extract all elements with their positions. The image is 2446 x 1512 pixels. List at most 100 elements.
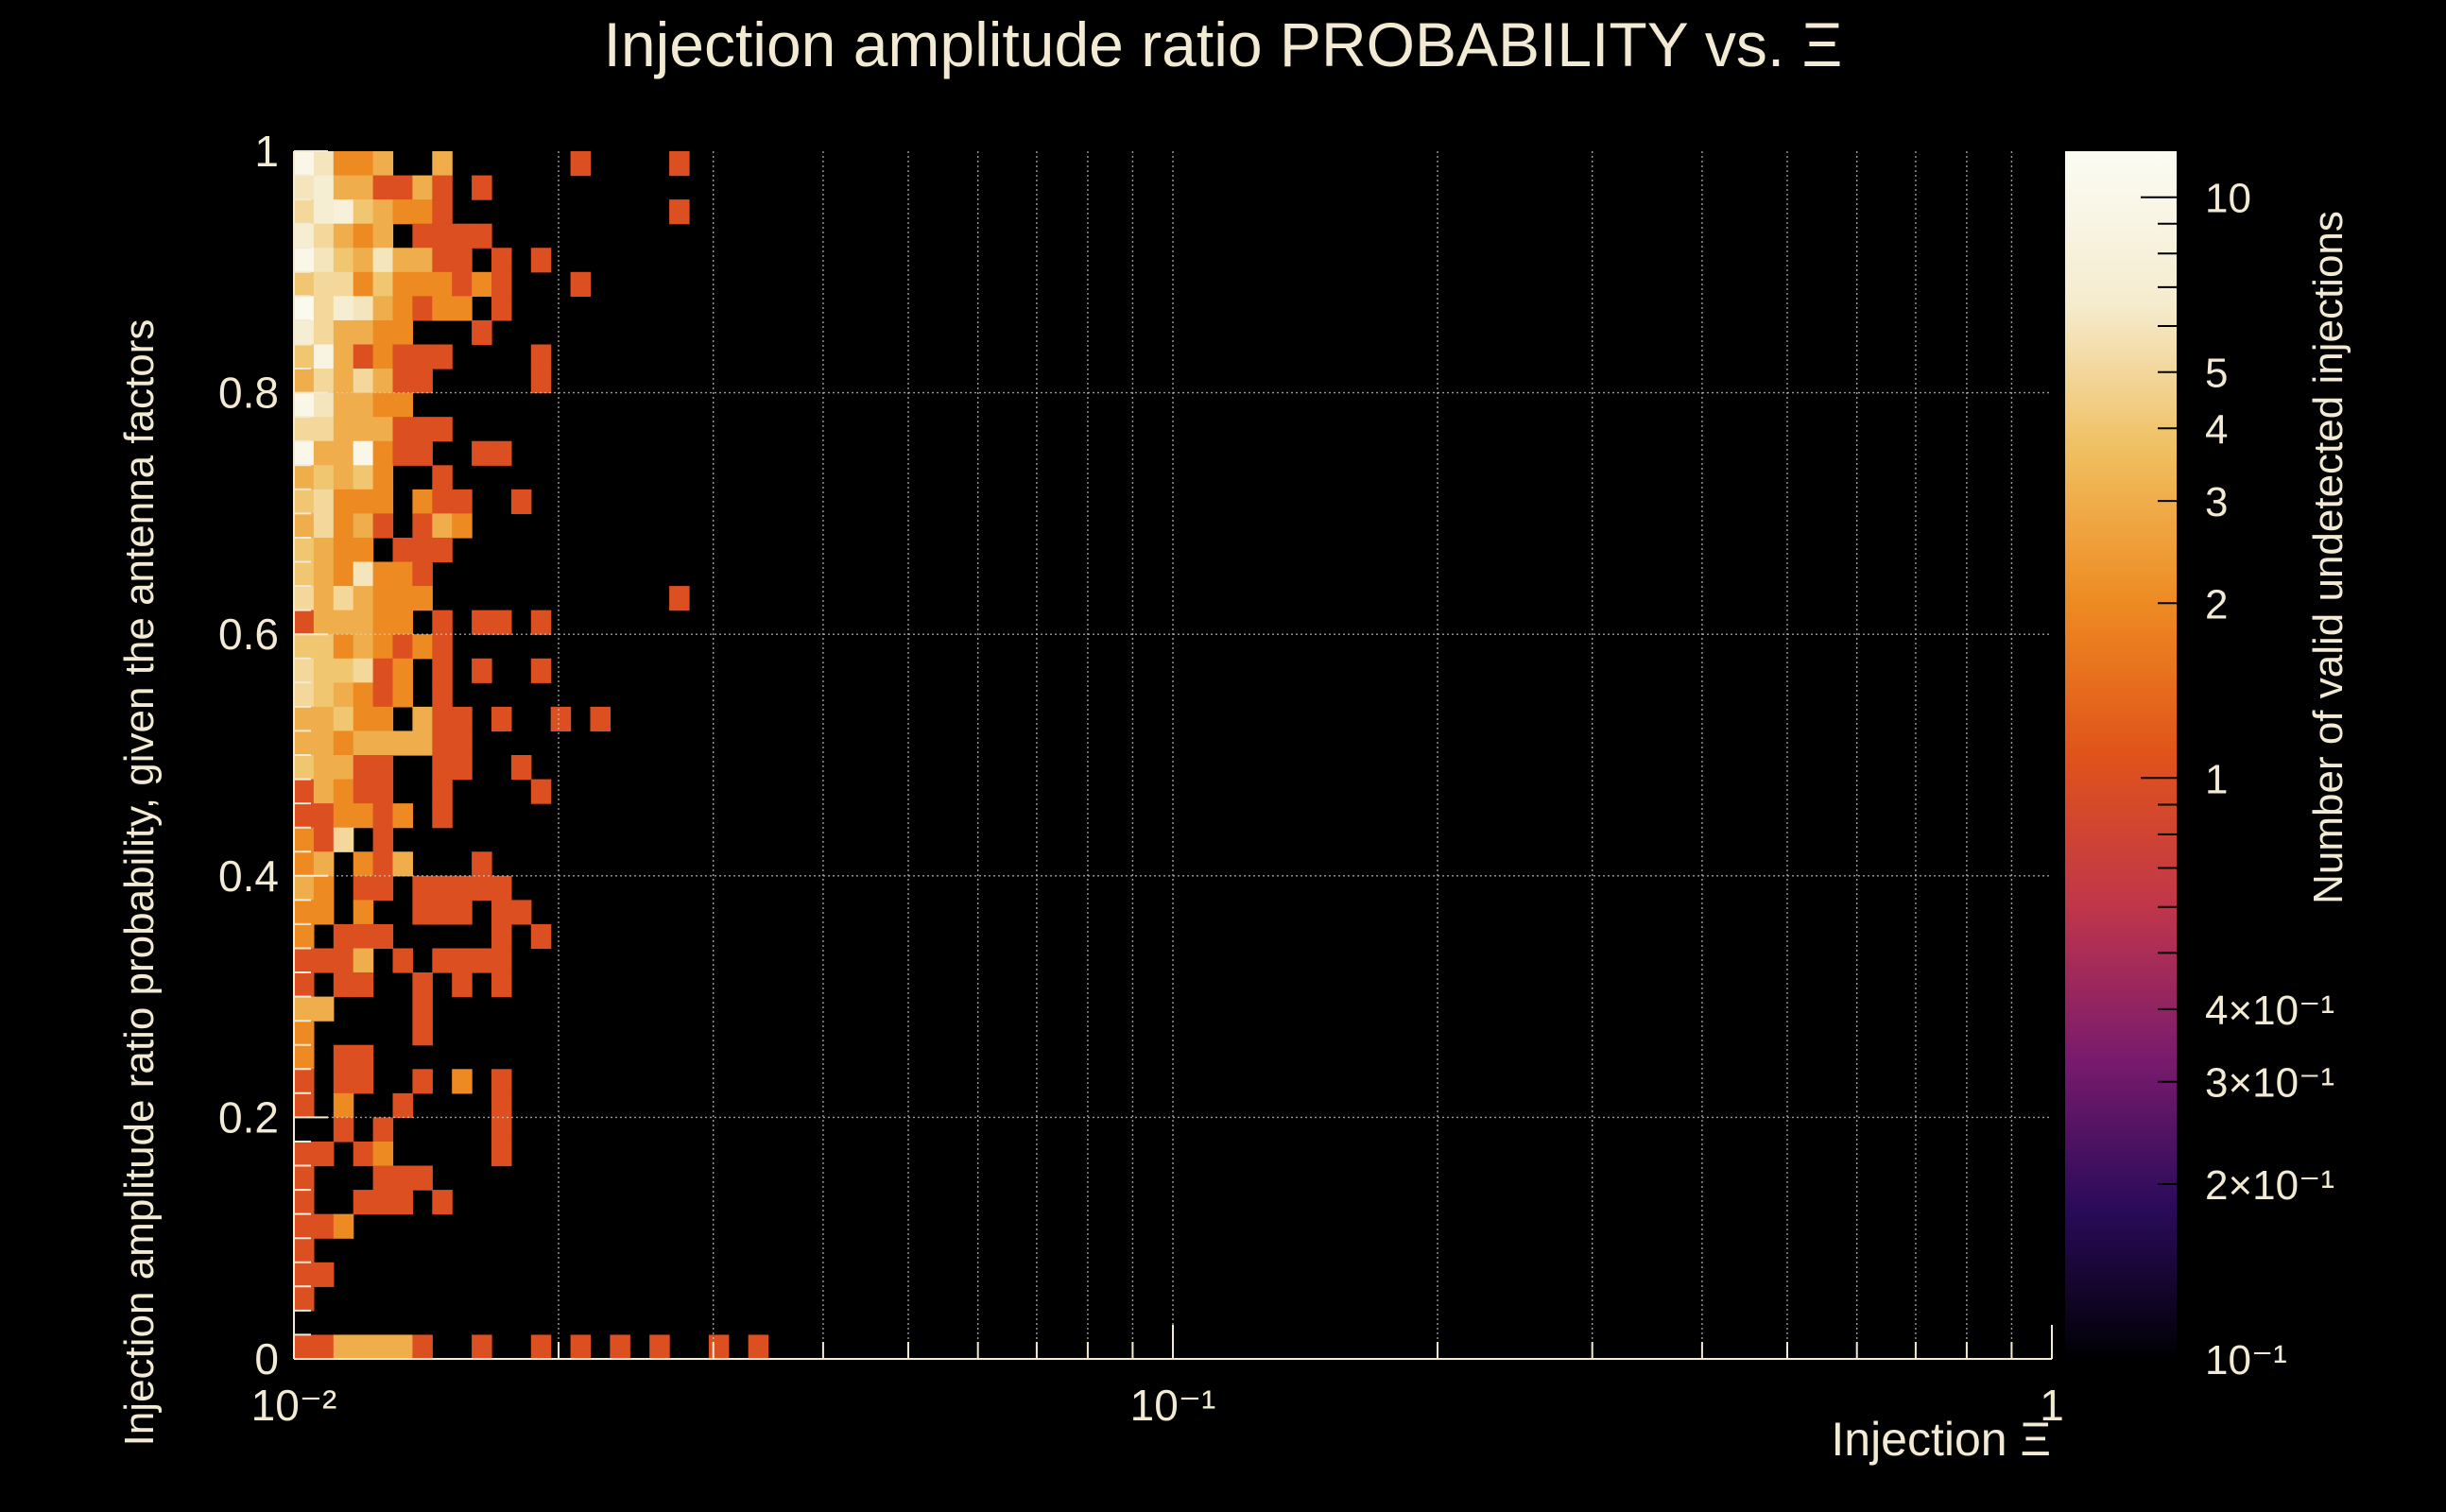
heatmap-cell xyxy=(452,248,473,273)
heatmap-cell xyxy=(412,248,433,273)
y-tick-label: 0.8 xyxy=(218,369,279,418)
heatmap-cell xyxy=(353,248,374,273)
heatmap-cell xyxy=(333,1334,354,1360)
heatmap-cell xyxy=(610,1334,630,1360)
heatmap-cell xyxy=(392,730,413,756)
heatmap-cell xyxy=(392,537,413,563)
heatmap-cell xyxy=(353,199,374,225)
heatmap-cell xyxy=(353,1141,374,1167)
heatmap-cell xyxy=(333,271,354,297)
heatmap-cell xyxy=(372,417,394,442)
heatmap-cell xyxy=(491,1117,512,1143)
y-tick-label: 1 xyxy=(254,127,279,176)
heatmap-cell xyxy=(452,271,473,297)
heatmap-cell xyxy=(412,175,433,200)
x-tick-label: 10⁻² xyxy=(251,1381,337,1430)
axes: 10⁻² 10⁻¹ 1 0 0.2 0.4 0.6 0.8 1 xyxy=(218,127,2064,1430)
colorbar-tick-label: 4×10⁻¹ xyxy=(2205,988,2334,1034)
heatmap-cell xyxy=(570,151,592,177)
heatmap-cell xyxy=(333,803,354,829)
heatmap-cell xyxy=(294,248,315,273)
heatmap-cell xyxy=(333,923,354,950)
heatmap-cell xyxy=(412,900,433,925)
heatmap-cell xyxy=(392,586,413,611)
heatmap-cell xyxy=(412,561,433,587)
heatmap-cell xyxy=(530,248,552,273)
heatmap-cell xyxy=(452,223,473,249)
colorbar-tick-label: 3×10⁻¹ xyxy=(2205,1060,2334,1107)
heatmap-cell xyxy=(412,489,433,514)
heatmap-cell xyxy=(333,513,354,539)
colorbar-tick-label: 4 xyxy=(2205,406,2228,453)
heatmap-cell xyxy=(313,199,335,225)
heatmap-cell xyxy=(353,1069,374,1094)
heatmap-cell xyxy=(372,634,394,660)
heatmap-cell xyxy=(412,875,433,901)
heatmap-cell xyxy=(313,875,335,901)
heatmap-cell xyxy=(392,1092,413,1118)
heatmap-cell xyxy=(294,199,315,225)
heatmap-cell xyxy=(294,175,315,200)
heatmap-cell xyxy=(313,392,335,418)
heatmap-cell xyxy=(372,271,394,297)
heatmap-cell xyxy=(372,803,394,829)
heatmap-cell xyxy=(491,948,512,973)
heatmap-cell xyxy=(313,223,335,249)
heatmap-cell xyxy=(372,513,394,539)
heatmap-cell xyxy=(294,972,315,998)
heatmap-cell xyxy=(313,465,335,490)
heatmap-cell xyxy=(432,1190,453,1215)
heatmap-cell xyxy=(294,900,315,925)
heatmap-cell xyxy=(294,440,315,466)
heatmap-cell xyxy=(452,706,473,732)
heatmap-cell xyxy=(412,369,433,394)
heatmap-cell xyxy=(432,682,453,708)
heatmap-cell xyxy=(452,755,473,781)
heatmap-cell xyxy=(333,706,354,732)
heatmap-cell xyxy=(333,1044,354,1070)
heatmap-cell xyxy=(472,851,492,877)
heatmap-cell xyxy=(294,730,315,756)
x-tick-label: 10⁻¹ xyxy=(1130,1381,1216,1430)
heatmap-cell xyxy=(748,1334,769,1360)
heatmap-cell xyxy=(372,344,394,369)
heatmap-cell xyxy=(333,296,354,321)
grid-lines xyxy=(294,151,2052,1359)
heatmap-cell xyxy=(432,344,453,369)
heatmap-cell xyxy=(392,610,413,635)
heatmap-cell xyxy=(294,803,315,829)
heatmap-cell xyxy=(353,755,374,781)
heatmap-cell xyxy=(353,730,374,756)
colorbar-tick-label: 10 xyxy=(2205,176,2251,222)
heatmap-cell xyxy=(491,900,512,925)
heatmap-cell xyxy=(333,586,354,611)
heatmap-cell xyxy=(294,392,315,418)
heatmap-cell xyxy=(313,175,335,200)
heatmap-cell xyxy=(708,1334,730,1360)
colorbar-tick-label: 2×10⁻¹ xyxy=(2205,1162,2334,1209)
heatmap-cell xyxy=(372,1141,394,1167)
heatmap-cell xyxy=(333,779,354,804)
heatmap-cell xyxy=(412,706,433,732)
heatmap-cell xyxy=(432,537,453,563)
heatmap-cell xyxy=(491,610,512,635)
heatmap-cell xyxy=(294,561,315,587)
heatmap-cell xyxy=(372,827,394,852)
heatmap-cell xyxy=(313,682,335,708)
heatmap-cell xyxy=(353,417,374,442)
heatmap-cell xyxy=(313,537,335,563)
heatmap-cell xyxy=(353,972,374,998)
heatmap-cell xyxy=(313,151,335,177)
heatmap-cell xyxy=(372,175,394,200)
heatmap-cell xyxy=(372,296,394,321)
heatmap-cell xyxy=(313,1334,335,1360)
heatmap-cell xyxy=(669,199,690,225)
heatmap-cell xyxy=(313,513,335,539)
heatmap-cell xyxy=(412,1021,433,1046)
heatmap-cell xyxy=(472,875,492,901)
heatmap-cell xyxy=(530,1334,552,1360)
heatmap-cell xyxy=(353,151,374,177)
colorbar-tick-label: 1 xyxy=(2205,756,2228,802)
heatmap-cell xyxy=(294,151,315,177)
heatmap-cell xyxy=(294,344,315,369)
